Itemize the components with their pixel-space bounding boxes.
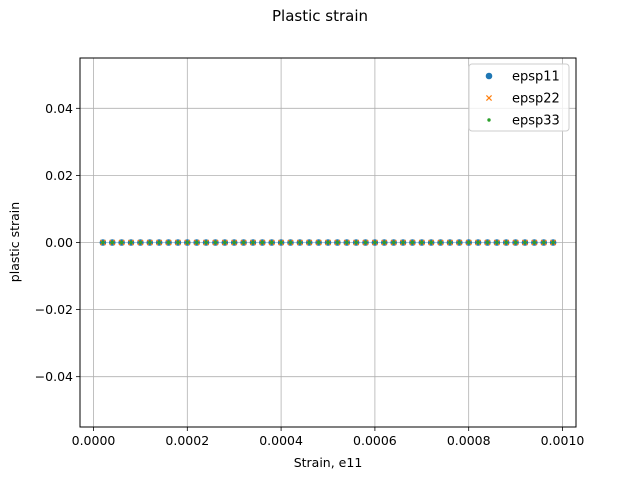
- epsp33-point: [326, 240, 330, 245]
- epsp33-point: [307, 240, 311, 245]
- epsp33-point: [316, 240, 321, 245]
- epsp33-point: [429, 240, 433, 245]
- epsp33-point: [223, 240, 227, 245]
- x-tick-label: 0.0010: [541, 433, 585, 448]
- epsp33-point: [194, 240, 199, 245]
- epsp33-point: [166, 240, 171, 245]
- epsp33-point: [513, 240, 518, 245]
- x-tick-label: 0.0004: [259, 433, 303, 448]
- data-points: [99, 239, 557, 246]
- legend-box: [468, 63, 570, 132]
- x-tick-label: 0.0008: [447, 433, 491, 448]
- series-epsp33: [101, 240, 555, 245]
- epsp33-point: [476, 240, 480, 245]
- epsp33-point: [260, 240, 265, 245]
- chart-title: Plastic strain: [272, 7, 368, 25]
- x-marker-stroke: [485, 94, 493, 102]
- epsp33-point: [204, 240, 208, 245]
- epsp33-point: [110, 240, 114, 245]
- epsp33-point: [401, 240, 405, 245]
- epsp33-point: [213, 240, 218, 245]
- epsp33-point: [410, 240, 415, 245]
- x-axis-ticks: 0.0000 0.0002 0.0004 0.0006 0.0008 0.0010: [72, 427, 585, 448]
- epsp33-point: [391, 240, 396, 245]
- legend-label: epsp11: [512, 70, 560, 85]
- epsp33-point: [176, 240, 180, 245]
- epsp33-point: [495, 240, 499, 245]
- y-tick-label: −0.04: [35, 369, 73, 384]
- epsp33-point: [532, 240, 537, 245]
- epsp33-point: [485, 240, 490, 245]
- y-tick-label: 0.04: [45, 101, 73, 116]
- epsp33-point: [523, 240, 527, 245]
- epsp22-legend-marker: [485, 94, 493, 102]
- epsp33-point: [288, 240, 293, 245]
- epsp33-point: [298, 240, 302, 245]
- legend-item-epsp11: epsp11: [485, 70, 560, 85]
- x-tick-label: 0.0000: [72, 433, 116, 448]
- y-axis-label: plastic strain: [7, 202, 22, 282]
- epsp33-point: [129, 240, 133, 245]
- epsp33-point: [241, 240, 246, 245]
- epsp33-point: [382, 240, 386, 245]
- epsp11-legend-marker: [485, 72, 493, 80]
- legend-label: epsp33: [512, 114, 560, 129]
- x-axis-label: Strain, e11: [294, 455, 363, 470]
- epsp33-point: [354, 240, 358, 245]
- legend-item-epsp22: epsp22: [485, 92, 560, 107]
- epsp33-point: [448, 240, 452, 245]
- epsp33-point: [373, 240, 377, 245]
- epsp33-point: [185, 240, 190, 245]
- epsp33-point: [232, 240, 236, 245]
- epsp33-point: [138, 240, 143, 245]
- epsp33-point: [101, 240, 105, 245]
- epsp33-legend-marker: [487, 118, 491, 122]
- epsp33-point: [251, 240, 255, 245]
- y-tick-label: 0.00: [45, 235, 73, 250]
- epsp33-point: [457, 240, 462, 245]
- epsp33-point: [335, 240, 340, 245]
- epsp33-point: [148, 240, 152, 245]
- epsp33-point: [279, 240, 283, 245]
- x-tick-label: 0.0006: [353, 433, 397, 448]
- epsp33-point: [119, 240, 124, 245]
- y-tick-label: −0.02: [35, 302, 73, 317]
- legend-label: epsp22: [512, 92, 560, 107]
- epsp33-point: [466, 240, 471, 245]
- legend: epsp11 epsp22 epsp33: [468, 63, 570, 132]
- y-tick-label: 0.02: [45, 168, 73, 183]
- legend-item-epsp33: epsp33: [487, 114, 560, 129]
- epsp33-point: [270, 240, 274, 245]
- y-axis-ticks: 0.04 0.02 0.00 −0.02 −0.04: [35, 101, 80, 384]
- epsp33-point: [504, 240, 508, 245]
- epsp33-point: [363, 240, 368, 245]
- epsp33-point: [157, 240, 161, 245]
- x-tick-label: 0.0002: [165, 433, 209, 448]
- epsp33-point: [345, 240, 349, 245]
- epsp33-point: [438, 240, 443, 245]
- epsp33-point: [420, 240, 424, 245]
- epsp33-point: [542, 240, 546, 245]
- epsp33-point: [551, 240, 555, 245]
